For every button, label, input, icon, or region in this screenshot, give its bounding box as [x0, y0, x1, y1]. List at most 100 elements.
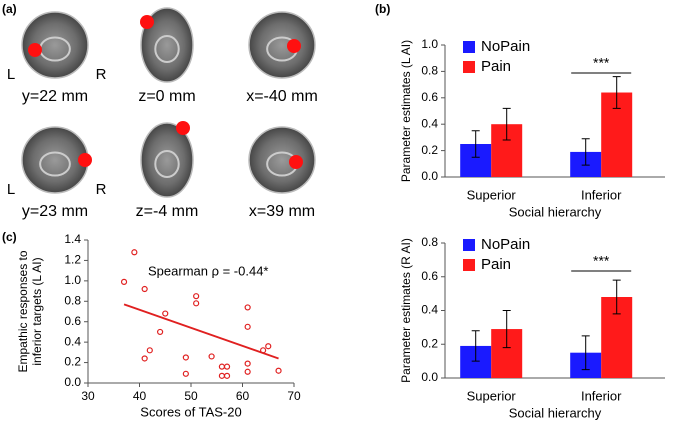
- data-point: [193, 300, 200, 307]
- error-bar: [502, 310, 511, 349]
- y-tick-label: 0.4: [421, 303, 438, 317]
- legend-swatch: [463, 61, 475, 73]
- y-tick-label: 0.0: [421, 370, 438, 384]
- side-label: L: [7, 66, 15, 83]
- slice-label: x=39 mm: [249, 203, 315, 220]
- activation-spot: [78, 153, 92, 167]
- significance-label: ***: [593, 253, 610, 269]
- legend-label: NoPain: [481, 236, 530, 253]
- legend-swatch: [463, 259, 475, 271]
- y-tick-label: 0.4: [421, 116, 438, 130]
- y-tick-label: 1.0: [64, 273, 81, 287]
- data-point: [223, 363, 231, 370]
- y-tick-label: 0.6: [421, 269, 438, 283]
- slice-label: z=-4 mm: [136, 203, 199, 220]
- data-point: [162, 310, 169, 317]
- brain-image: [248, 126, 316, 194]
- x-tick-label: 60: [236, 389, 250, 403]
- y-tick-label: 0.2: [64, 355, 81, 369]
- data-point: [244, 323, 251, 330]
- x-tick-label: 50: [184, 389, 198, 403]
- panel-label: (a): [2, 2, 17, 16]
- x-tick-label: Superior: [467, 388, 517, 403]
- x-tick-label: 70: [287, 389, 301, 403]
- brain-image: [140, 122, 194, 198]
- brain-image: [248, 11, 316, 79]
- legend-label: NoPain: [481, 38, 530, 55]
- x-tick-label: Superior: [467, 187, 517, 202]
- data-point: [182, 354, 189, 361]
- data-point: [244, 360, 251, 367]
- y-tick-label: 1.4: [64, 232, 81, 246]
- x-tick-label: Inferior: [581, 388, 622, 403]
- brain-detail: [154, 150, 180, 178]
- y-tick-label: 0.2: [421, 143, 438, 157]
- y-tick-label: 1.0: [421, 37, 438, 51]
- side-label: R: [96, 181, 107, 198]
- y-tick-label: 0.6: [421, 90, 438, 104]
- data-point: [182, 370, 189, 377]
- error-bar: [471, 130, 480, 158]
- data-point: [141, 355, 148, 362]
- data-point: [157, 328, 164, 336]
- data-point: [146, 347, 153, 354]
- legend-swatch: [463, 239, 475, 251]
- y-tick-label: 0.6: [64, 314, 81, 328]
- panel-label: (b): [375, 2, 390, 16]
- y-tick-label: 0.0: [421, 169, 438, 183]
- data-point: [244, 304, 251, 311]
- significance-label: ***: [593, 55, 610, 71]
- y-tick-label: 0.0: [64, 375, 81, 389]
- error-bar: [612, 279, 621, 315]
- x-axis-label: Social hierarchy: [509, 204, 602, 219]
- activation-spot: [176, 121, 190, 135]
- x-tick-label: 40: [133, 389, 147, 403]
- y-tick-label: 0.2: [421, 336, 438, 350]
- error-bar: [471, 330, 480, 362]
- y-axis-label: inferior targets (L AI): [30, 257, 44, 365]
- slice-label: y=22 mm: [22, 88, 88, 105]
- data-point: [131, 249, 138, 256]
- y-axis-label: Parameter estimates (R AI): [399, 238, 413, 383]
- data-point: [244, 368, 251, 375]
- x-axis-label: Social hierarchy: [509, 405, 602, 420]
- brain-image: [21, 11, 89, 79]
- data-point: [208, 353, 215, 360]
- slice-label: y=23 mm: [22, 203, 88, 220]
- y-axis-label: Empathic responses to: [16, 250, 30, 372]
- slice-label: z=0 mm: [138, 88, 195, 105]
- brain-detail: [154, 35, 180, 63]
- data-point: [275, 367, 282, 374]
- data-point: [218, 363, 225, 370]
- annotation: Spearman ρ = -0.44*: [148, 263, 269, 278]
- data-point: [141, 285, 148, 293]
- error-bar: [502, 107, 511, 141]
- error-bar: [581, 138, 590, 166]
- legend-label: Pain: [481, 58, 511, 75]
- data-point: [223, 372, 231, 379]
- data-point: [120, 278, 128, 285]
- error-bar: [581, 335, 590, 371]
- y-tick-label: 0.8: [64, 293, 81, 307]
- fit-line: [123, 303, 279, 360]
- activation-spot: [289, 155, 303, 169]
- activation-spot: [28, 43, 42, 57]
- x-axis-label: Scores of TAS-20: [140, 404, 241, 419]
- y-axis-label: Parameter estimates (L AI): [399, 40, 413, 182]
- side-label: R: [96, 66, 107, 83]
- y-tick-label: 0.8: [421, 64, 438, 78]
- error-bar: [612, 76, 621, 109]
- x-tick-label: Inferior: [581, 187, 622, 202]
- brain-detail: [39, 151, 71, 177]
- legend-label: Pain: [481, 256, 511, 273]
- y-tick-label: 1.2: [64, 253, 81, 267]
- activation-spot: [287, 39, 301, 53]
- y-tick-label: 0.4: [64, 334, 81, 348]
- legend-swatch: [463, 41, 475, 53]
- panel-label: (c): [2, 230, 17, 244]
- data-point: [218, 372, 225, 379]
- x-tick-label: 30: [81, 389, 95, 403]
- activation-spot: [140, 15, 154, 29]
